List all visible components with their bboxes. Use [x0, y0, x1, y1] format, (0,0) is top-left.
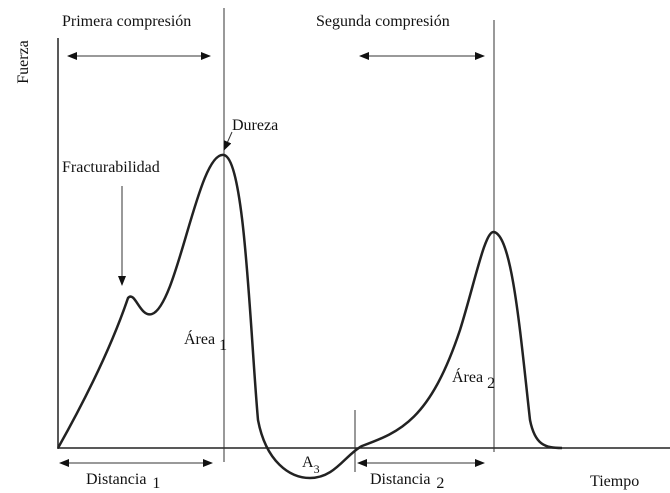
distance-label: Distancia 2 [370, 471, 444, 492]
annotation: Fracturabilidad [62, 159, 160, 176]
phase-label: Primera compresión [62, 13, 191, 30]
y-axis-label: Fuerza [15, 40, 32, 84]
area-label: A3 [302, 454, 320, 476]
annotation: Dureza [232, 117, 278, 134]
area-label: Área 1 [184, 329, 227, 354]
phase-label: Segunda compresión [316, 13, 450, 30]
area-label: Área 2 [452, 367, 495, 392]
x-axis-label: Tiempo [590, 473, 639, 490]
distance-label: Distancia 1 [86, 471, 160, 492]
pointer-arrow [223, 131, 233, 151]
force-curve [56, 153, 563, 480]
